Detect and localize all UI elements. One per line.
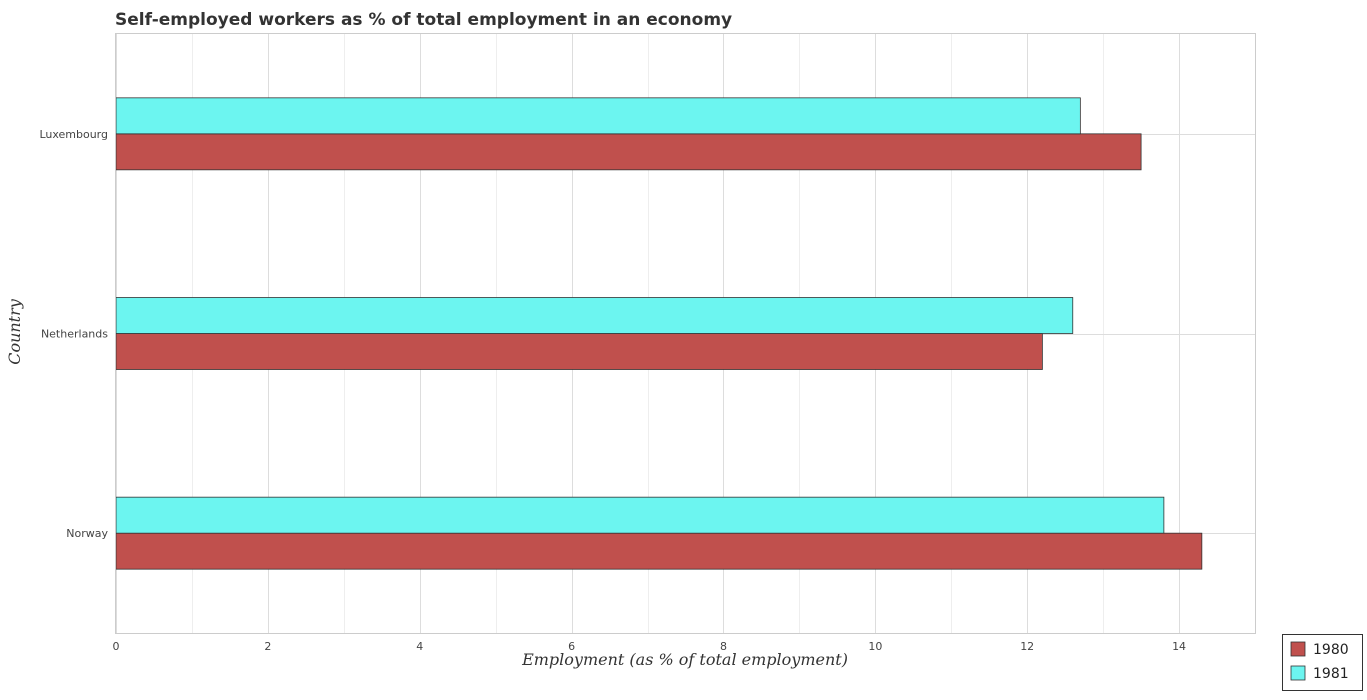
x-tick-label: 10	[868, 640, 882, 653]
bars	[115, 97, 1203, 570]
x-tick-label: 12	[1020, 640, 1034, 653]
y-tick-label: Netherlands	[41, 328, 108, 341]
chart-title: Self-employed workers as % of total empl…	[115, 10, 732, 30]
legend-label-1980: 1980	[1313, 642, 1349, 658]
plot-frame	[115, 33, 1256, 634]
x-tick-label: 0	[113, 640, 120, 653]
bar-1980-netherlands	[115, 333, 1043, 370]
y-tick-labels: Luxembourg Netherlands Norway	[39, 128, 108, 540]
x-axis-label: Employment (as % of total employment)	[521, 650, 848, 669]
legend: 1980 1981	[1282, 634, 1363, 691]
y-tick-label: Norway	[66, 527, 108, 540]
x-tick-label: 4	[416, 640, 423, 653]
bar-1981-luxembourg	[115, 97, 1081, 135]
bar-1980-luxembourg	[115, 133, 1142, 171]
x-tick-label: 8	[720, 640, 727, 653]
y-axis-label: Country	[5, 298, 24, 365]
x-tick-label: 14	[1172, 640, 1186, 653]
bar-1981-netherlands	[115, 297, 1074, 334]
bar-1981-norway	[115, 496, 1165, 534]
x-tick-label: 6	[568, 640, 575, 653]
x-tick-labels: 0 2 4 6 8 10 12 14	[113, 640, 1187, 653]
bar-1980-norway	[115, 532, 1203, 570]
legend-swatch-1980	[1290, 641, 1306, 657]
legend-swatch-1981	[1290, 665, 1306, 681]
legend-label-1981: 1981	[1313, 666, 1349, 682]
x-tick-label: 2	[264, 640, 271, 653]
y-tick-label: Luxembourg	[39, 128, 108, 141]
